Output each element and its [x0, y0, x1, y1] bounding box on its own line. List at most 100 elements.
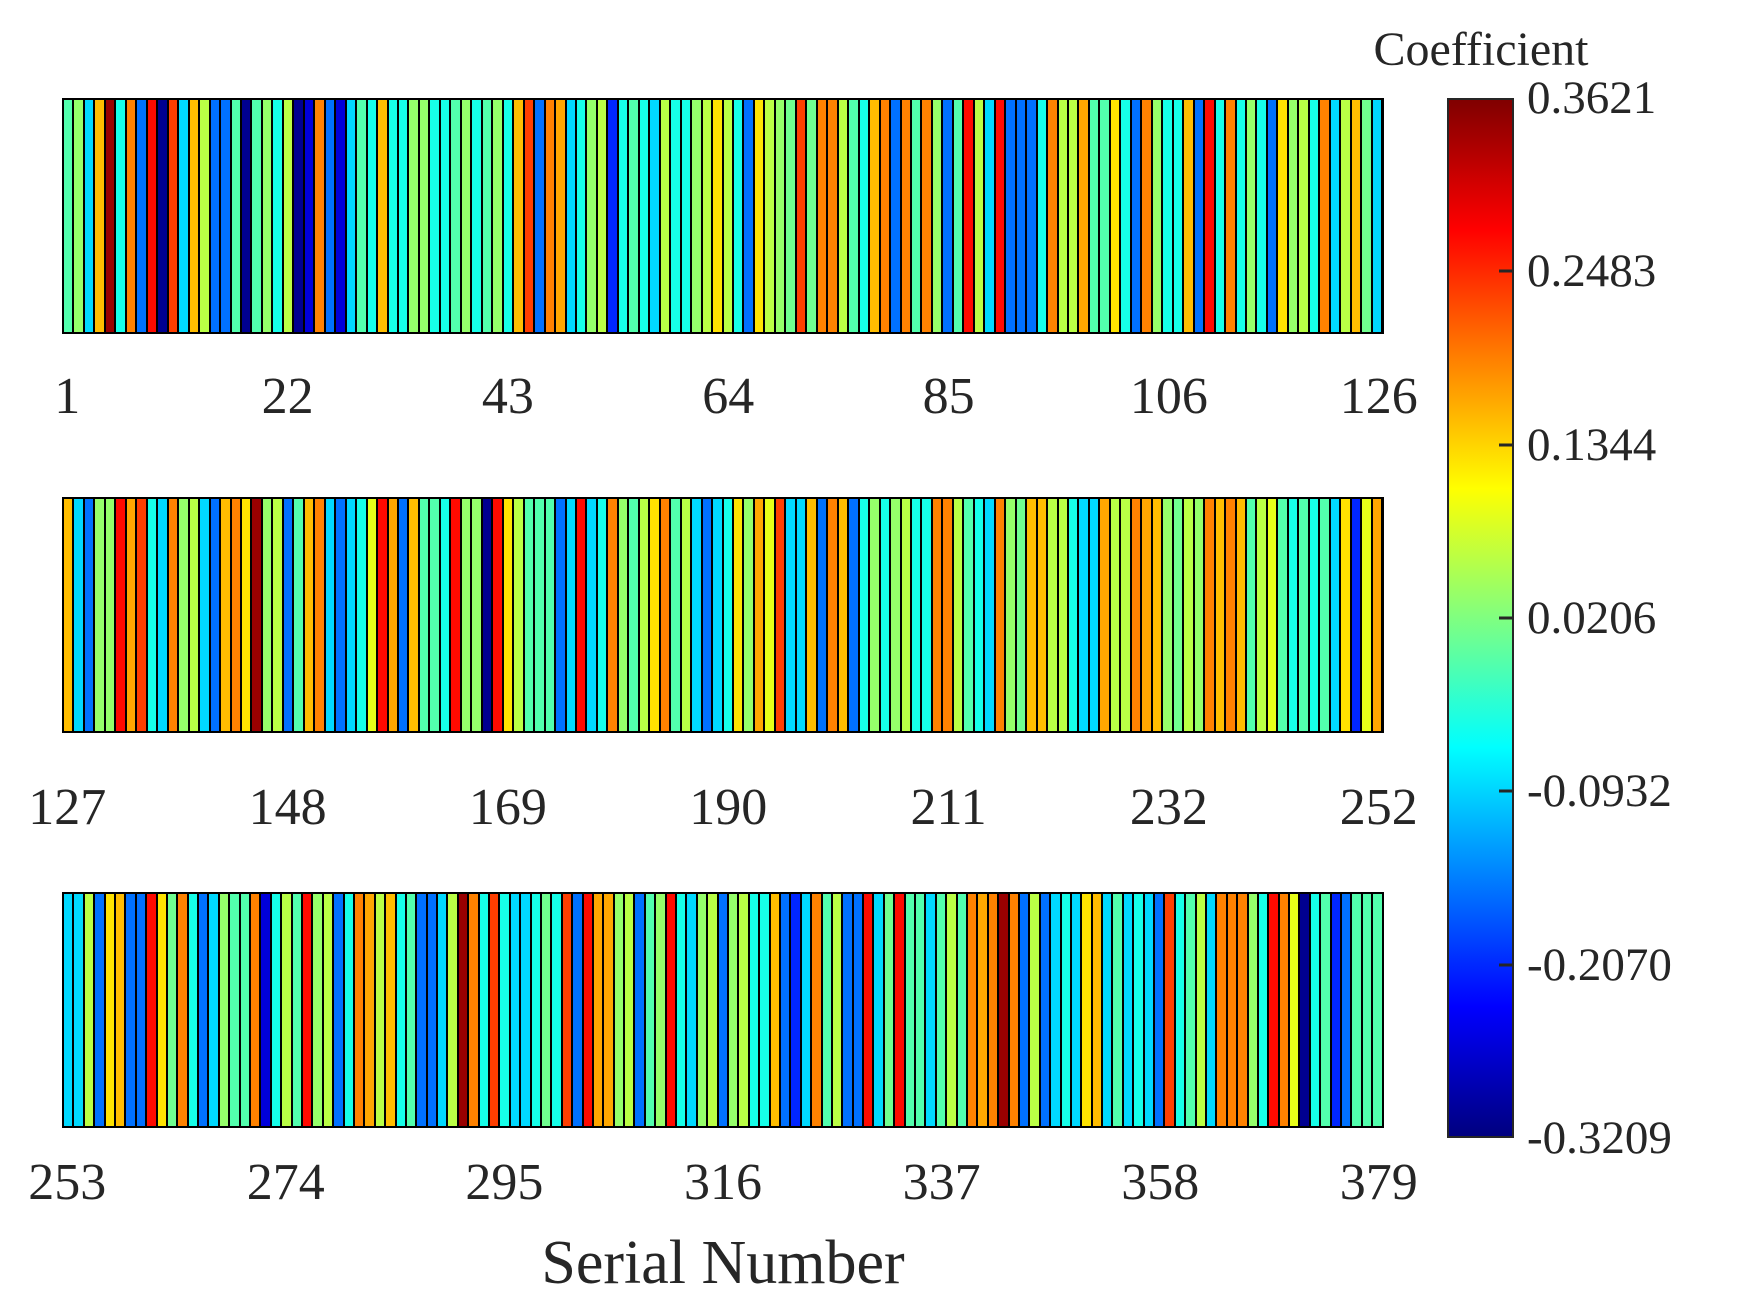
heatmap-cell	[539, 894, 551, 1126]
heatmap-cell	[208, 499, 220, 731]
heatmap-cell	[355, 499, 366, 731]
heatmap-cell	[82, 894, 94, 1126]
heatmap-cell	[1035, 499, 1047, 731]
heatmap-cell	[941, 499, 952, 731]
heatmap-cell	[342, 894, 353, 1126]
x-tick-label: 232	[1129, 779, 1208, 836]
heatmap-cell	[648, 499, 659, 731]
heatmap-cell	[1236, 894, 1247, 1126]
heatmap-cell	[878, 499, 890, 731]
heatmap-cell	[103, 499, 115, 731]
heatmap-cell	[711, 100, 722, 332]
heatmap-cell	[732, 100, 743, 332]
colorbar-tick-mark	[1499, 616, 1512, 620]
x-tick-label: 64	[702, 368, 755, 425]
heatmap-cell	[1098, 499, 1109, 731]
heatmap-cell	[872, 894, 883, 1126]
heatmap-cell	[250, 100, 261, 332]
heatmap-cell	[794, 100, 806, 332]
heatmap-cell	[602, 894, 613, 1126]
heatmap-cell	[972, 499, 984, 731]
heatmap-cell	[789, 894, 800, 1126]
heatmap-cell	[313, 100, 324, 332]
heatmap-cell	[498, 894, 509, 1126]
heatmap-cell	[899, 100, 910, 332]
heatmap-cell	[909, 100, 921, 332]
heatmap-cell	[623, 894, 634, 1126]
heatmap-cell	[1038, 894, 1050, 1126]
heatmap-cell	[581, 894, 592, 1126]
heatmap-cell	[438, 100, 450, 332]
heatmap-cell	[1234, 499, 1245, 731]
heatmap-cell	[1025, 100, 1036, 332]
heatmap-cell	[1080, 894, 1091, 1126]
heatmap-cell	[1059, 894, 1070, 1126]
heatmap-cell	[695, 894, 707, 1126]
heatmap-cell	[72, 499, 83, 731]
heatmap-cell	[124, 894, 135, 1126]
heatmap-cell	[313, 499, 324, 731]
heatmap-cell	[1265, 499, 1277, 731]
heatmap-cell	[1192, 499, 1204, 731]
heatmap-cell	[1163, 894, 1174, 1126]
heatmap-cell	[1256, 894, 1268, 1126]
heatmap-cell	[1017, 894, 1029, 1126]
heatmap-cell	[857, 499, 869, 731]
heatmap-row-2	[62, 497, 1384, 733]
heatmap-cell	[1142, 894, 1154, 1126]
heatmap-cell	[1025, 499, 1036, 731]
x-tick-label: 126	[1339, 368, 1418, 425]
heatmap-cell	[658, 499, 670, 731]
heatmap-cell	[1286, 499, 1298, 731]
heatmap-cell	[997, 894, 1008, 1126]
heatmap-cell	[1204, 894, 1216, 1126]
heatmap-cell	[1297, 499, 1308, 731]
heatmap-cell	[1276, 100, 1287, 332]
heatmap-cell	[64, 499, 73, 731]
x-tick-label: 211	[910, 779, 987, 836]
heatmap-cell	[1203, 499, 1214, 731]
heatmap-cell	[488, 894, 499, 1126]
colorbar-tick-mark	[1499, 443, 1512, 447]
heatmap-cell	[732, 499, 743, 731]
heatmap-cell	[993, 100, 1005, 332]
heatmap-cell	[983, 499, 994, 731]
heatmap-cell	[260, 499, 272, 731]
heatmap-row-1	[62, 98, 1384, 334]
heatmap-cell	[554, 100, 565, 332]
heatmap-cell	[93, 100, 104, 332]
heatmap-cell	[664, 894, 676, 1126]
heatmap-cell	[533, 499, 544, 731]
colorbar-tick-label: 0.1344	[1527, 418, 1657, 471]
x-tick-label: 1	[54, 368, 81, 425]
heatmap-cell	[1328, 499, 1340, 731]
heatmap-cell	[384, 894, 395, 1126]
heatmap-cell	[365, 499, 377, 731]
colorbar-tick-mark	[1499, 963, 1512, 967]
heatmap-cell	[1035, 100, 1047, 332]
x-tick-label: 379	[1339, 1154, 1418, 1211]
x-tick-label: 295	[465, 1154, 544, 1211]
heatmap-cell	[1004, 100, 1015, 332]
heatmap-cell	[612, 894, 624, 1126]
heatmap-cell	[363, 894, 374, 1126]
heatmap-cell	[103, 894, 114, 1126]
heatmap-cell	[208, 100, 220, 332]
colorbar-tick-label: 0.0206	[1527, 592, 1657, 644]
heatmap-cell	[543, 499, 555, 731]
heatmap-cell	[1213, 100, 1225, 332]
heatmap-cell	[799, 894, 811, 1126]
heatmap-cell	[198, 499, 209, 731]
heatmap-cell	[239, 499, 251, 731]
heatmap-cell	[794, 499, 806, 731]
heatmap-cell	[281, 499, 293, 731]
colorbar-tick-label: -0.2070	[1527, 938, 1672, 991]
heatmap-cell	[1192, 100, 1204, 332]
heatmap-cell	[1046, 100, 1057, 332]
heatmap-cell	[533, 100, 544, 332]
heatmap-cell	[1067, 499, 1078, 731]
heatmap-cell	[1349, 100, 1361, 332]
heatmap-cell	[114, 100, 125, 332]
heatmap-cell	[1111, 894, 1122, 1126]
